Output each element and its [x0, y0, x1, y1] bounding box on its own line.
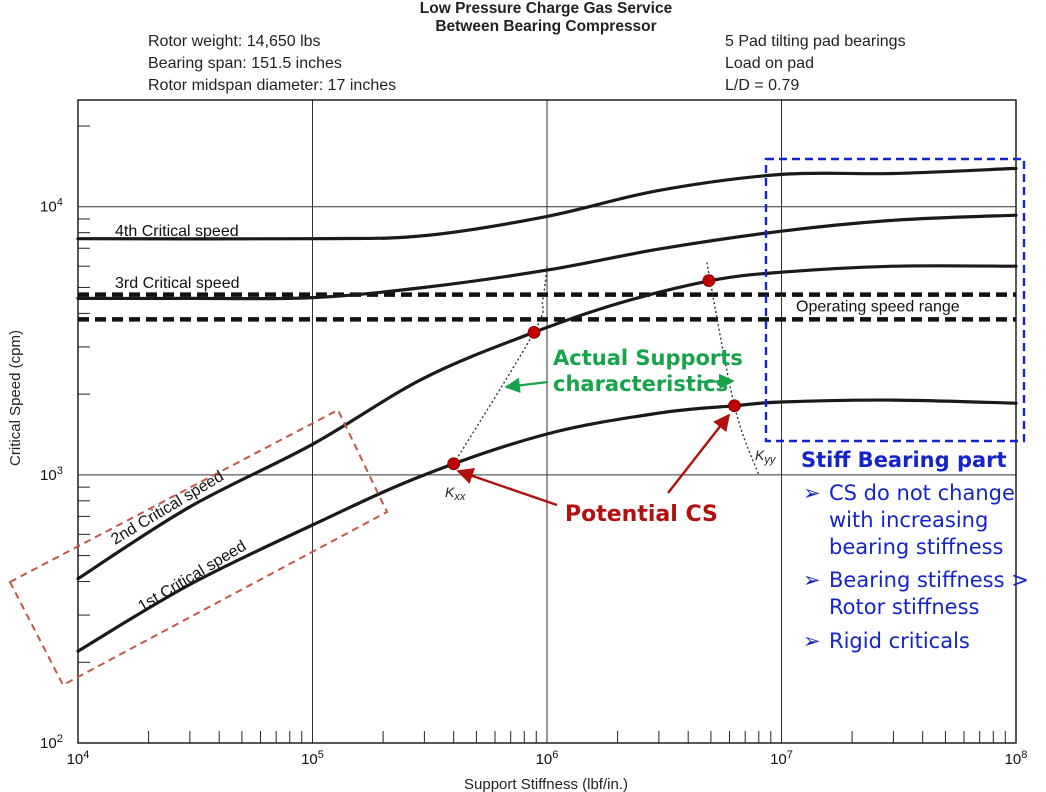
- support-label-kxx: Kxx: [445, 484, 466, 503]
- stiff-bullet-3-line-1: Rigid criticals: [829, 629, 970, 653]
- green-arrow-right: [699, 373, 735, 390]
- header-right-2: Load on pad: [725, 55, 814, 72]
- stiff-bullet-2-line-1: Bearing stiffness >: [829, 568, 1029, 592]
- actual-supports-label-2: characteristics: [553, 372, 728, 396]
- header-right-1: 5 Pad tilting pad bearings: [725, 33, 906, 50]
- stiff-bearing-title: Stiff Bearing part: [801, 448, 1007, 472]
- red-arrow-left: [456, 467, 558, 507]
- series-label-2nd: 2nd Critical speed: [108, 468, 227, 549]
- y-tick-label: 102: [40, 733, 63, 752]
- chart-title: Low Pressure Charge Gas Service: [420, 0, 673, 17]
- red-arrow-right: [667, 413, 731, 494]
- stiff-bullet-1-line-3: bearing stiffness: [829, 535, 1004, 559]
- header-right-3: L/D = 0.79: [725, 77, 799, 94]
- series-line-1: [76, 398, 1018, 653]
- series-line-4: [76, 166, 1018, 241]
- potential-cs-point: [728, 399, 741, 413]
- stiff-bearing-box: [764, 157, 1026, 443]
- support-line-kxx: [453, 266, 548, 465]
- x-axis-label: Support Stiffness (lbf/in.): [464, 776, 628, 792]
- support-line-kyy: [706, 262, 760, 476]
- operating-range-label: Operating speed range: [796, 299, 960, 316]
- stiff-bullet-2-line-2: Rotor stiffness: [829, 595, 979, 619]
- tick-layer: 104 105 106 107 108 102 103 104: [40, 125, 1028, 768]
- bullet-icon: ➢: [803, 629, 821, 653]
- header-left-2: Bearing span: 151.5 inches: [148, 55, 342, 72]
- x-tick-label: 108: [1005, 749, 1028, 768]
- y-tick-label: 103: [40, 465, 63, 484]
- chart-subtitle: Between Bearing Compressor: [435, 18, 656, 35]
- x-tick-label: 107: [770, 749, 793, 768]
- potential-cs-point: [702, 274, 716, 288]
- plot-frame: [77, 99, 1017, 744]
- green-arrow-left: [504, 377, 549, 394]
- flexible-region-box: [8, 408, 389, 687]
- x-tick-label: 105: [301, 749, 324, 768]
- series-label-1st: 1st Critical speed: [135, 538, 249, 616]
- curve-labels: 4th Critical speed 3rd Critical speed 2nd …: [108, 223, 249, 615]
- grid-layer: [78, 100, 1016, 743]
- bullet-icon: ➢: [803, 568, 821, 592]
- series-line-3: [76, 213, 1018, 301]
- potential-cs-point: [527, 325, 541, 339]
- series-label-3rd: 3rd Critical speed: [115, 275, 240, 292]
- actual-supports-label-1: Actual Supports: [553, 346, 743, 370]
- potential-cs-label: Potential CS: [565, 502, 718, 527]
- x-tick-label: 106: [536, 749, 559, 768]
- header-left-1: Rotor weight: 14,650 lbs: [148, 33, 321, 50]
- y-axis-label: Critical Speed (cpm): [7, 330, 24, 466]
- stiff-bullet-1-line-1: CS do not change: [829, 481, 1015, 505]
- potential-cs-point: [447, 457, 461, 471]
- header-left-3: Rotor midspan diameter: 17 inches: [148, 77, 396, 94]
- operating-speed-band: Operating speed range: [78, 292, 1016, 322]
- series-line-2: [76, 264, 1018, 581]
- stiff-bullet-1-line-2: with increasing: [829, 508, 988, 532]
- y-tick-label: 104: [40, 197, 63, 216]
- x-tick-label: 104: [67, 749, 90, 768]
- series-label-4th: 4th Critical speed: [115, 223, 239, 240]
- support-characteristic-lines: Kxx Kyy: [445, 262, 777, 503]
- critical-speed-curves: [76, 166, 1018, 653]
- support-label-kyy: Kyy: [755, 447, 777, 466]
- bullet-icon: ➢: [803, 481, 821, 505]
